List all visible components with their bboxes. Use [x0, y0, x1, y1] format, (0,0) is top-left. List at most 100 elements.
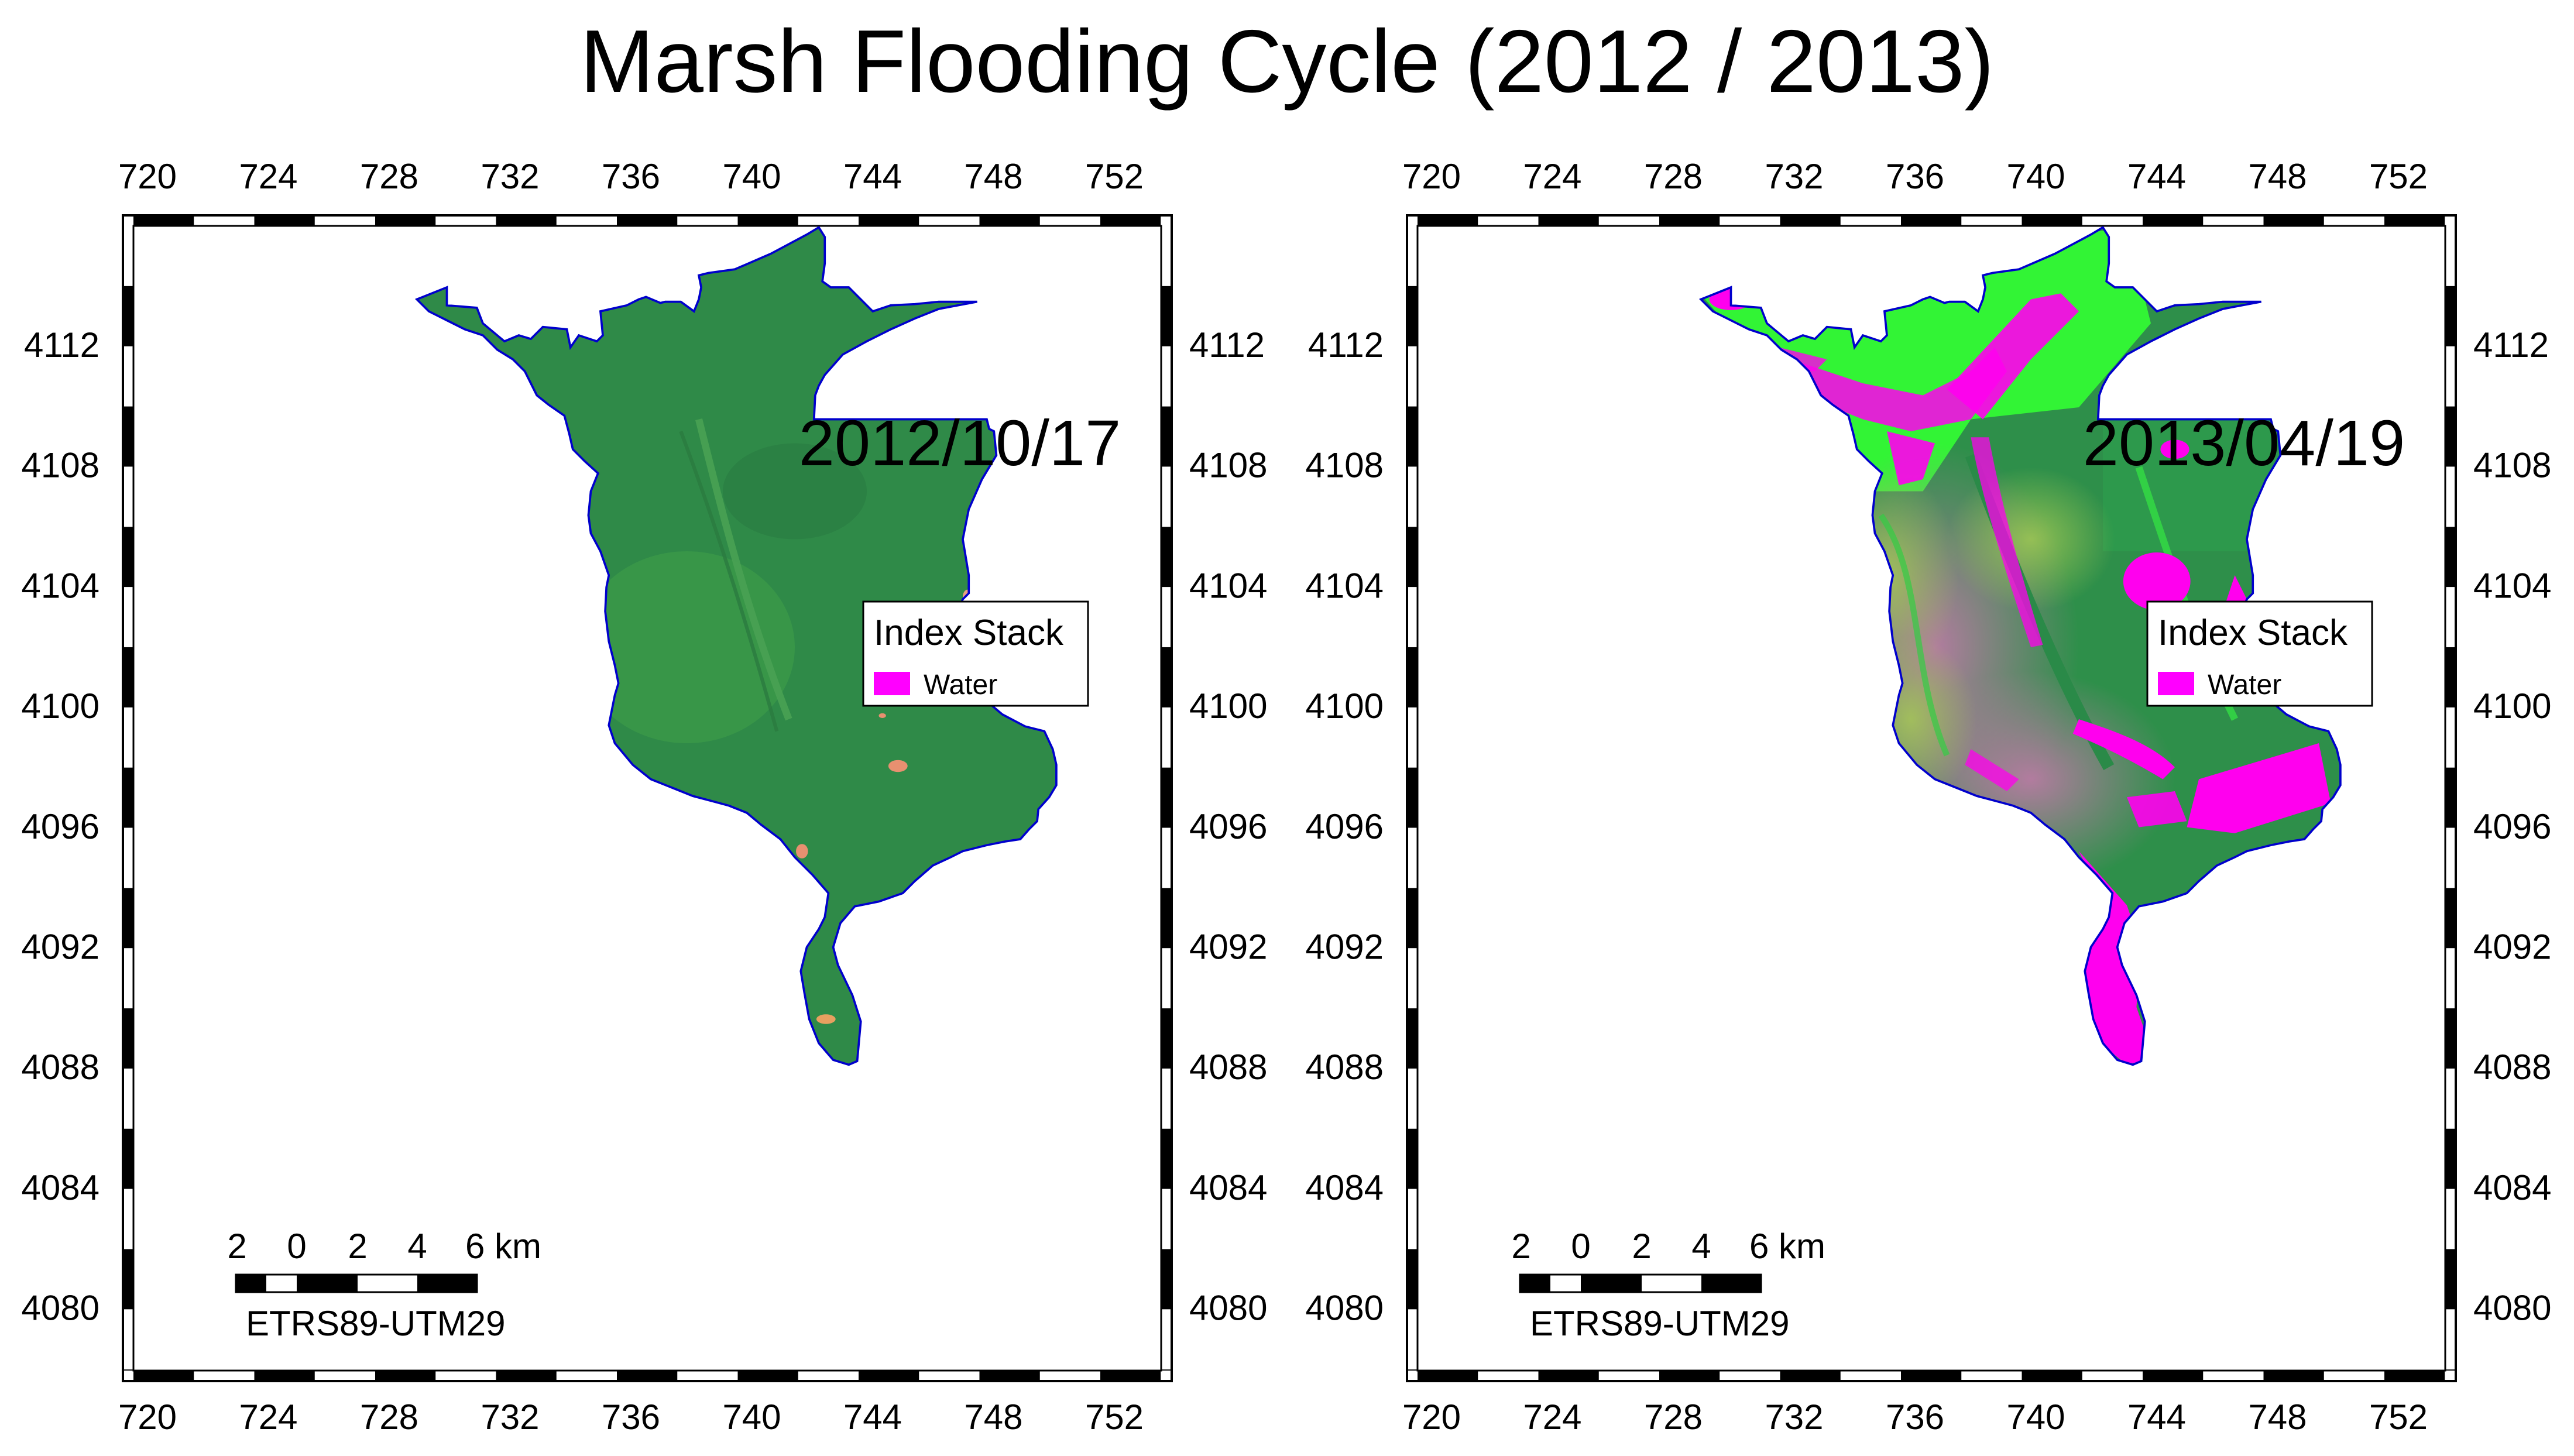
- y-tick-label-left: 4104: [22, 566, 99, 605]
- frame-checker: [1161, 286, 1172, 346]
- date-label: 2012/10/17: [799, 407, 1121, 479]
- frame-checker: [375, 215, 436, 226]
- y-tick-label-left: 4092: [1306, 928, 1384, 967]
- map-panel-2012: 2012/10/17 Index Stack Water 2 0 2 4 6 k…: [22, 157, 1268, 1437]
- frame-checker: [1407, 1128, 1418, 1189]
- x-tick-label-top: 748: [964, 157, 1022, 196]
- x-tick-label-bottom: 752: [1085, 1397, 1144, 1437]
- frame-checker: [1407, 767, 1418, 828]
- y-tick-label-right: 4100: [1189, 686, 1267, 726]
- scale-label-2left: 2: [1511, 1227, 1530, 1266]
- x-tick-label-top: 724: [239, 157, 297, 196]
- frame-checker: [1407, 527, 1418, 588]
- x-tick-label-bottom: 728: [1644, 1397, 1703, 1437]
- water-swatch: [2158, 672, 2194, 695]
- frame-checker: [123, 406, 133, 467]
- y-tick-label-right: 4100: [2473, 686, 2551, 726]
- water-patch: [974, 528, 987, 550]
- x-tick-label-top: 724: [1523, 157, 1581, 196]
- frame-checker: [1161, 527, 1172, 588]
- x-tick-label-bottom: 736: [602, 1397, 660, 1437]
- legend-title: Index Stack: [2158, 613, 2348, 653]
- frame-checker: [123, 1128, 133, 1189]
- frame-checker: [737, 1371, 798, 1381]
- frame-checker: [2143, 215, 2204, 226]
- x-tick-label-top: 748: [2248, 157, 2307, 196]
- x-tick-label-bottom: 732: [1765, 1397, 1823, 1437]
- y-tick-label-left: 4084: [1306, 1168, 1384, 1207]
- x-tick-label-bottom: 748: [964, 1397, 1022, 1437]
- scale-label-4: 4: [407, 1227, 427, 1266]
- frame-checker: [1407, 1369, 1418, 1371]
- frame-checker: [2445, 527, 2456, 588]
- y-tick-label-right: 4088: [2473, 1048, 2551, 1087]
- y-tick-label-right: 4104: [1189, 566, 1267, 605]
- x-tick-label-top: 752: [2369, 157, 2428, 196]
- frame-checker: [123, 286, 133, 346]
- y-tick-label-left: 4104: [1306, 566, 1384, 605]
- frame-checker: [2022, 215, 2082, 226]
- y-tick-label-left: 4092: [22, 928, 99, 967]
- frame-checker: [133, 1371, 194, 1381]
- frame-checker: [1780, 215, 1841, 226]
- map-frame: [1406, 214, 2457, 1382]
- y-tick-label-right: 4096: [2473, 807, 2551, 846]
- marsh-raster: [416, 226, 1058, 1066]
- frame-checker: [1538, 1371, 1599, 1381]
- frame-checker: [123, 1369, 133, 1371]
- x-tick-label-bottom: 752: [2369, 1397, 2428, 1437]
- map-panel-2013: 2013/04/19 Index Stack Water 2 0 2 4 6 k…: [1306, 157, 2552, 1437]
- x-tick-label-bottom: 720: [118, 1397, 177, 1437]
- x-tick-label-top: 728: [1644, 157, 1703, 196]
- frame-checker: [2263, 215, 2324, 226]
- frame-checker: [1407, 406, 1418, 467]
- y-tick-label-right: 4080: [2473, 1289, 2551, 1328]
- y-tick-label-right: 4112: [2473, 325, 2549, 365]
- x-tick-label-top: 736: [1886, 157, 1944, 196]
- frame-checker: [1407, 1249, 1418, 1310]
- frame-checker: [2445, 888, 2456, 949]
- frame-checker: [737, 215, 798, 226]
- y-tick-label-left: 4112: [24, 325, 99, 365]
- y-tick-label-right: 4092: [1189, 928, 1267, 967]
- y-tick-label-left: 4108: [1306, 446, 1384, 485]
- x-tick-label-bottom: 720: [1402, 1397, 1461, 1437]
- y-tick-label-left: 4088: [22, 1048, 99, 1087]
- x-tick-label-bottom: 732: [481, 1397, 539, 1437]
- x-tick-label-top: 744: [843, 157, 902, 196]
- frame-checker: [2445, 1369, 2456, 1371]
- scale-label-4: 4: [1691, 1227, 1711, 1266]
- x-tick-label-bottom: 744: [843, 1397, 902, 1437]
- x-tick-label-top: 732: [481, 157, 539, 196]
- frame-checker: [2445, 286, 2456, 346]
- scale-label-0: 0: [1571, 1227, 1590, 1266]
- y-tick-label-right: 4092: [2473, 928, 2551, 967]
- map-frame: [122, 214, 1173, 1382]
- y-tick-label-right: 4084: [2473, 1168, 2551, 1207]
- scale-bar: 2 0 2 4 6 km ETRS89-UTM29: [227, 1227, 541, 1343]
- scale-label-6km: 6 km: [1749, 1227, 1825, 1266]
- frame-checker: [1161, 1128, 1172, 1189]
- frame-checker: [1407, 647, 1418, 708]
- frame-checker: [123, 767, 133, 828]
- legend-item-water: Water: [924, 669, 997, 700]
- y-tick-label-right: 4084: [1189, 1168, 1267, 1207]
- frame-checker: [2445, 1008, 2456, 1069]
- frame-checker: [133, 215, 194, 226]
- frame-checker: [375, 1371, 436, 1381]
- frame-checker: [123, 527, 133, 588]
- y-tick-label-right: 4112: [1189, 325, 1265, 365]
- y-tick-label-right: 4108: [2473, 446, 2551, 485]
- y-tick-label-right: 4104: [2473, 566, 2551, 605]
- y-tick-label-right: 4108: [1189, 446, 1267, 485]
- frame-checker: [859, 1371, 919, 1381]
- x-tick-label-bottom: 736: [1886, 1397, 1944, 1437]
- legend: Index Stack Water: [862, 600, 1089, 707]
- frame-checker: [1538, 215, 1599, 226]
- frame-checker: [123, 1008, 133, 1069]
- x-tick-label-bottom: 748: [2248, 1397, 2307, 1437]
- frame-checker: [1901, 1371, 1962, 1381]
- y-tick-label-right: 4096: [1189, 807, 1267, 846]
- frame-checker: [123, 1249, 133, 1310]
- frame-checker: [2445, 1249, 2456, 1310]
